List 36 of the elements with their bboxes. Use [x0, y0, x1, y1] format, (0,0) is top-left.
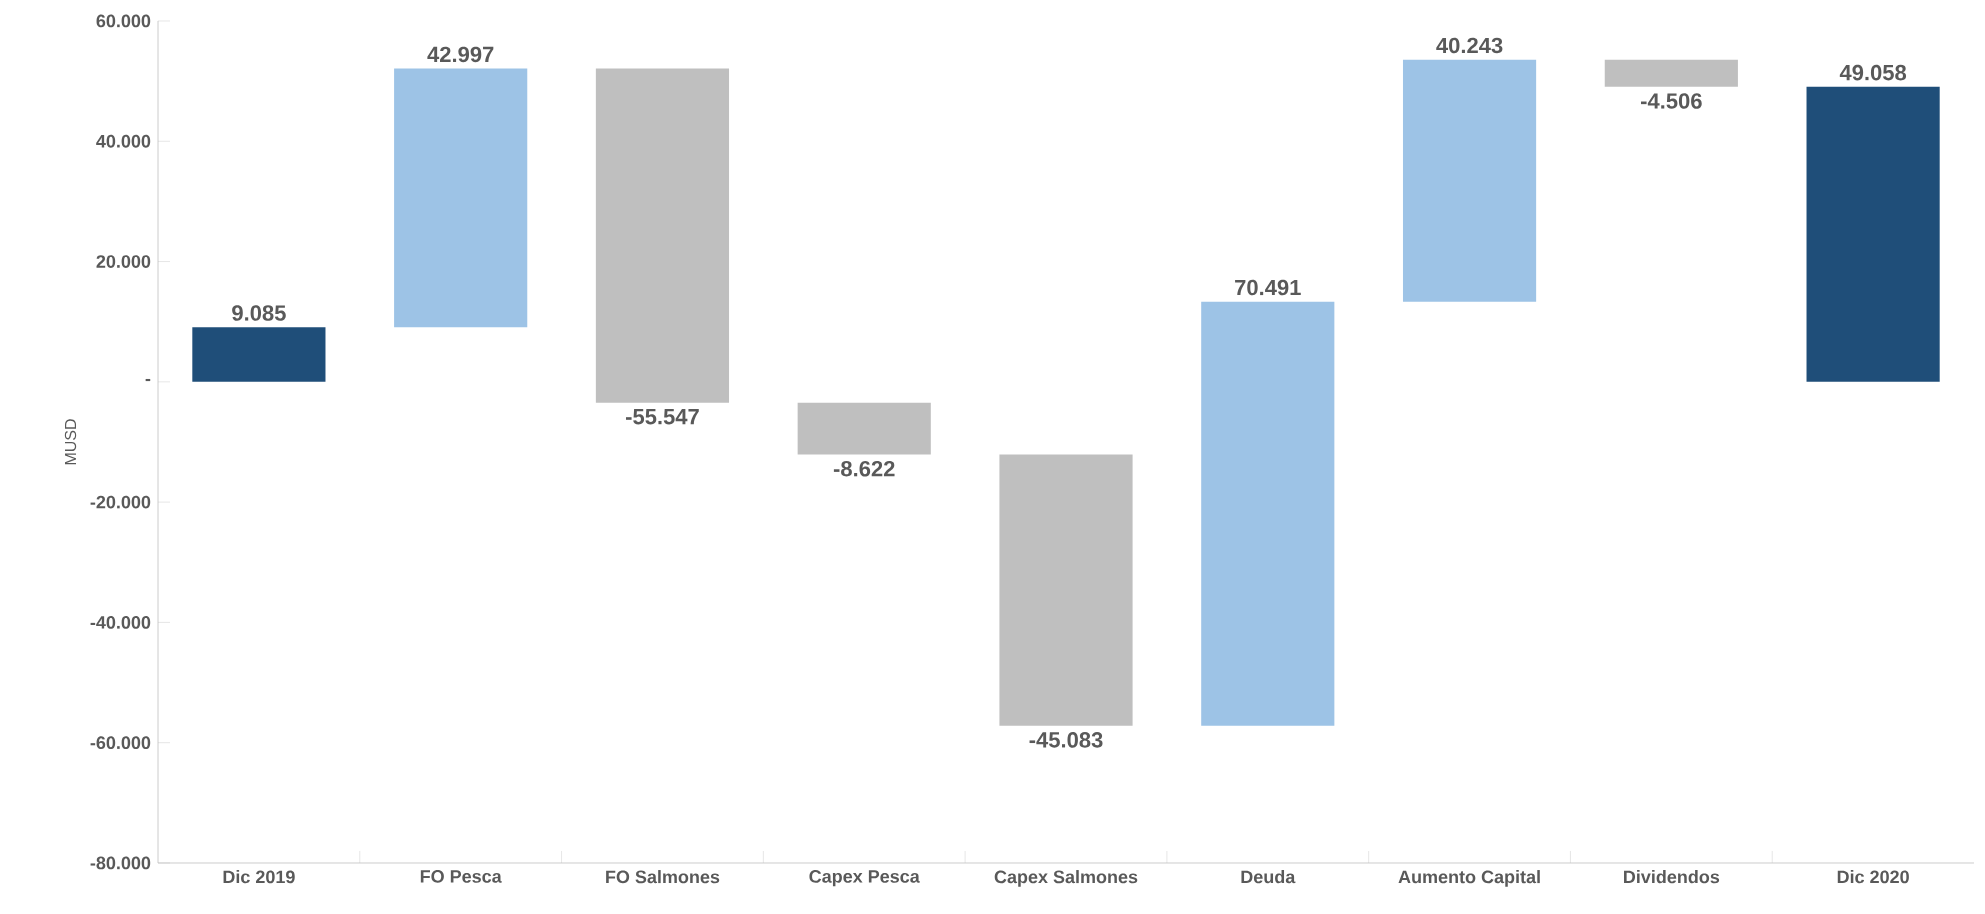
- data-label: 42.997: [427, 46, 494, 63]
- x-tick-label: Capex Salmones: [994, 870, 1138, 887]
- x-tick-label: Dic 2020: [1837, 870, 1909, 884]
- y-axis-title: MUSD: [64, 419, 77, 465]
- bar: [797, 402, 931, 455]
- bar: [1201, 301, 1335, 726]
- data-label: 70.491: [1235, 279, 1301, 296]
- data-label: 9.085: [232, 305, 286, 321]
- x-tick-label: FO Salmones: [606, 870, 720, 884]
- bar: [1604, 59, 1738, 87]
- data-label: -45.083: [1029, 732, 1103, 748]
- bar: [595, 68, 730, 403]
- x-tick-label: Deuda: [1241, 870, 1296, 884]
- y-tick-label: 20.000: [96, 255, 151, 268]
- y-tick-label: -40.000: [90, 616, 151, 629]
- y-tick-label: 60.000: [96, 14, 151, 28]
- data-label: -8.622: [833, 460, 895, 477]
- data-label: 49.058: [1839, 64, 1907, 81]
- data-label: -55.547: [625, 409, 699, 425]
- x-tick-label: Dividendos: [1624, 870, 1720, 884]
- y-tick-label: -60.000: [90, 736, 151, 750]
- bar: [1402, 59, 1537, 302]
- x-tick-label: Capex Pesca: [809, 870, 920, 887]
- bar: [192, 327, 326, 382]
- y-tick-label: -20.000: [90, 495, 151, 509]
- bar: [999, 454, 1133, 726]
- x-tick-label: Dic 2019: [223, 870, 295, 884]
- y-tick-label: -80.000: [90, 856, 151, 870]
- bar: [1806, 86, 1940, 382]
- data-label: 40.243: [1436, 37, 1503, 54]
- y-tick-label: -: [145, 378, 151, 382]
- x-tick-label: Aumento Capital: [1398, 870, 1540, 887]
- y-tick-label: 40.000: [96, 134, 151, 148]
- x-tick-label: FO Pesca: [420, 870, 502, 883]
- data-label: -4.506: [1640, 93, 1702, 109]
- bar: [394, 68, 528, 328]
